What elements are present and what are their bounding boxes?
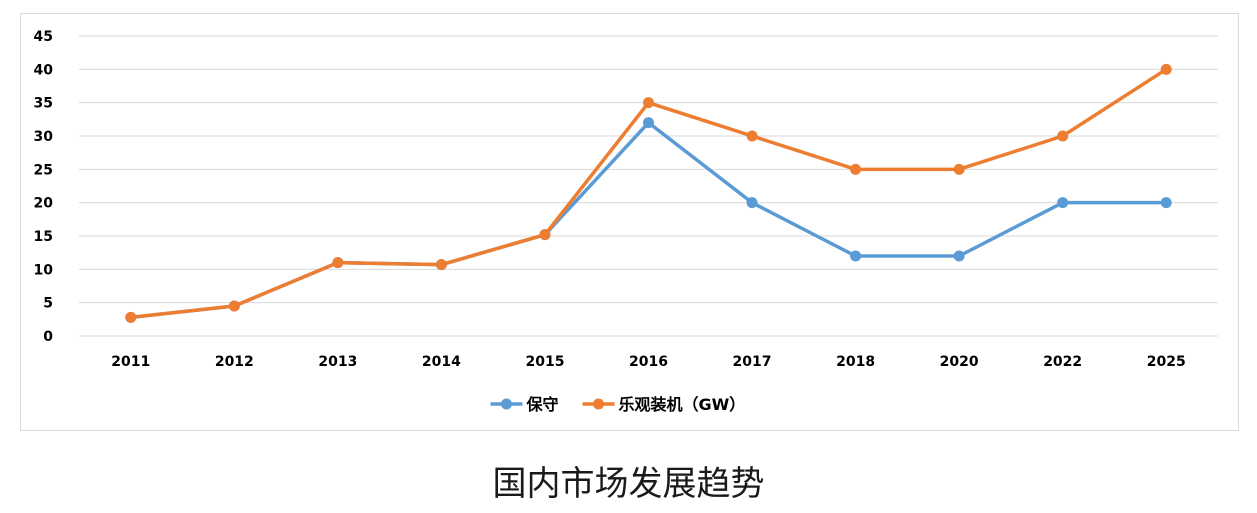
data-point-series-1 <box>1160 197 1172 209</box>
x-tick-label: 2014 <box>422 354 461 370</box>
y-tick-label: 20 <box>34 196 54 212</box>
x-tick-label: 2011 <box>111 354 150 370</box>
chart-frame: 0 5 10 15 20 25 30 35 40 45 2011 2012 2013 2014 2015 20… <box>20 13 1239 431</box>
data-point-series-2 <box>539 229 551 241</box>
data-point-series-2 <box>953 163 965 175</box>
y-tick-label: 25 <box>34 162 53 178</box>
data-point-series-2 <box>850 163 862 175</box>
data-point-series-1 <box>643 117 654 129</box>
legend-swatch-marker <box>501 398 512 410</box>
legend-swatch-marker <box>593 398 604 410</box>
data-point-series-2 <box>1160 63 1172 75</box>
x-tick-label: 2015 <box>525 354 564 370</box>
data-point-series-2 <box>332 257 344 269</box>
data-point-series-2 <box>228 300 240 312</box>
y-tick-label: 0 <box>43 329 53 345</box>
data-point-series-2 <box>643 97 654 109</box>
y-tick-label: 40 <box>34 62 54 78</box>
y-tick-label: 15 <box>34 229 53 245</box>
x-tick-label: 2016 <box>629 354 668 370</box>
x-tick-label: 2012 <box>215 354 254 370</box>
y-tick-label: 35 <box>34 96 53 112</box>
x-tick-label: 2020 <box>940 354 979 370</box>
data-point-series-1 <box>953 250 965 262</box>
data-point-series-1 <box>1057 197 1069 209</box>
data-point-series-1 <box>850 250 862 262</box>
x-tick-label: 2017 <box>733 354 772 370</box>
y-tick-label: 45 <box>34 29 53 45</box>
x-tick-label: 2018 <box>836 354 875 370</box>
x-tick-label: 2025 <box>1147 354 1186 370</box>
legend-label: 保守 <box>526 395 559 414</box>
legend-label: 乐观装机（GW） <box>619 395 746 414</box>
data-point-series-2 <box>125 311 137 323</box>
data-point-series-2 <box>1057 130 1069 142</box>
y-tick-label: 5 <box>43 296 53 312</box>
y-tick-label: 30 <box>34 129 54 145</box>
data-point-series-1 <box>746 197 758 209</box>
x-tick-label: 2022 <box>1043 354 1082 370</box>
data-point-series-2 <box>746 130 758 142</box>
data-point-series-2 <box>435 259 447 271</box>
chart-caption: 国内市场发展趋势 <box>492 464 765 504</box>
x-tick-label: 2013 <box>318 354 357 370</box>
y-tick-label: 10 <box>34 262 54 278</box>
